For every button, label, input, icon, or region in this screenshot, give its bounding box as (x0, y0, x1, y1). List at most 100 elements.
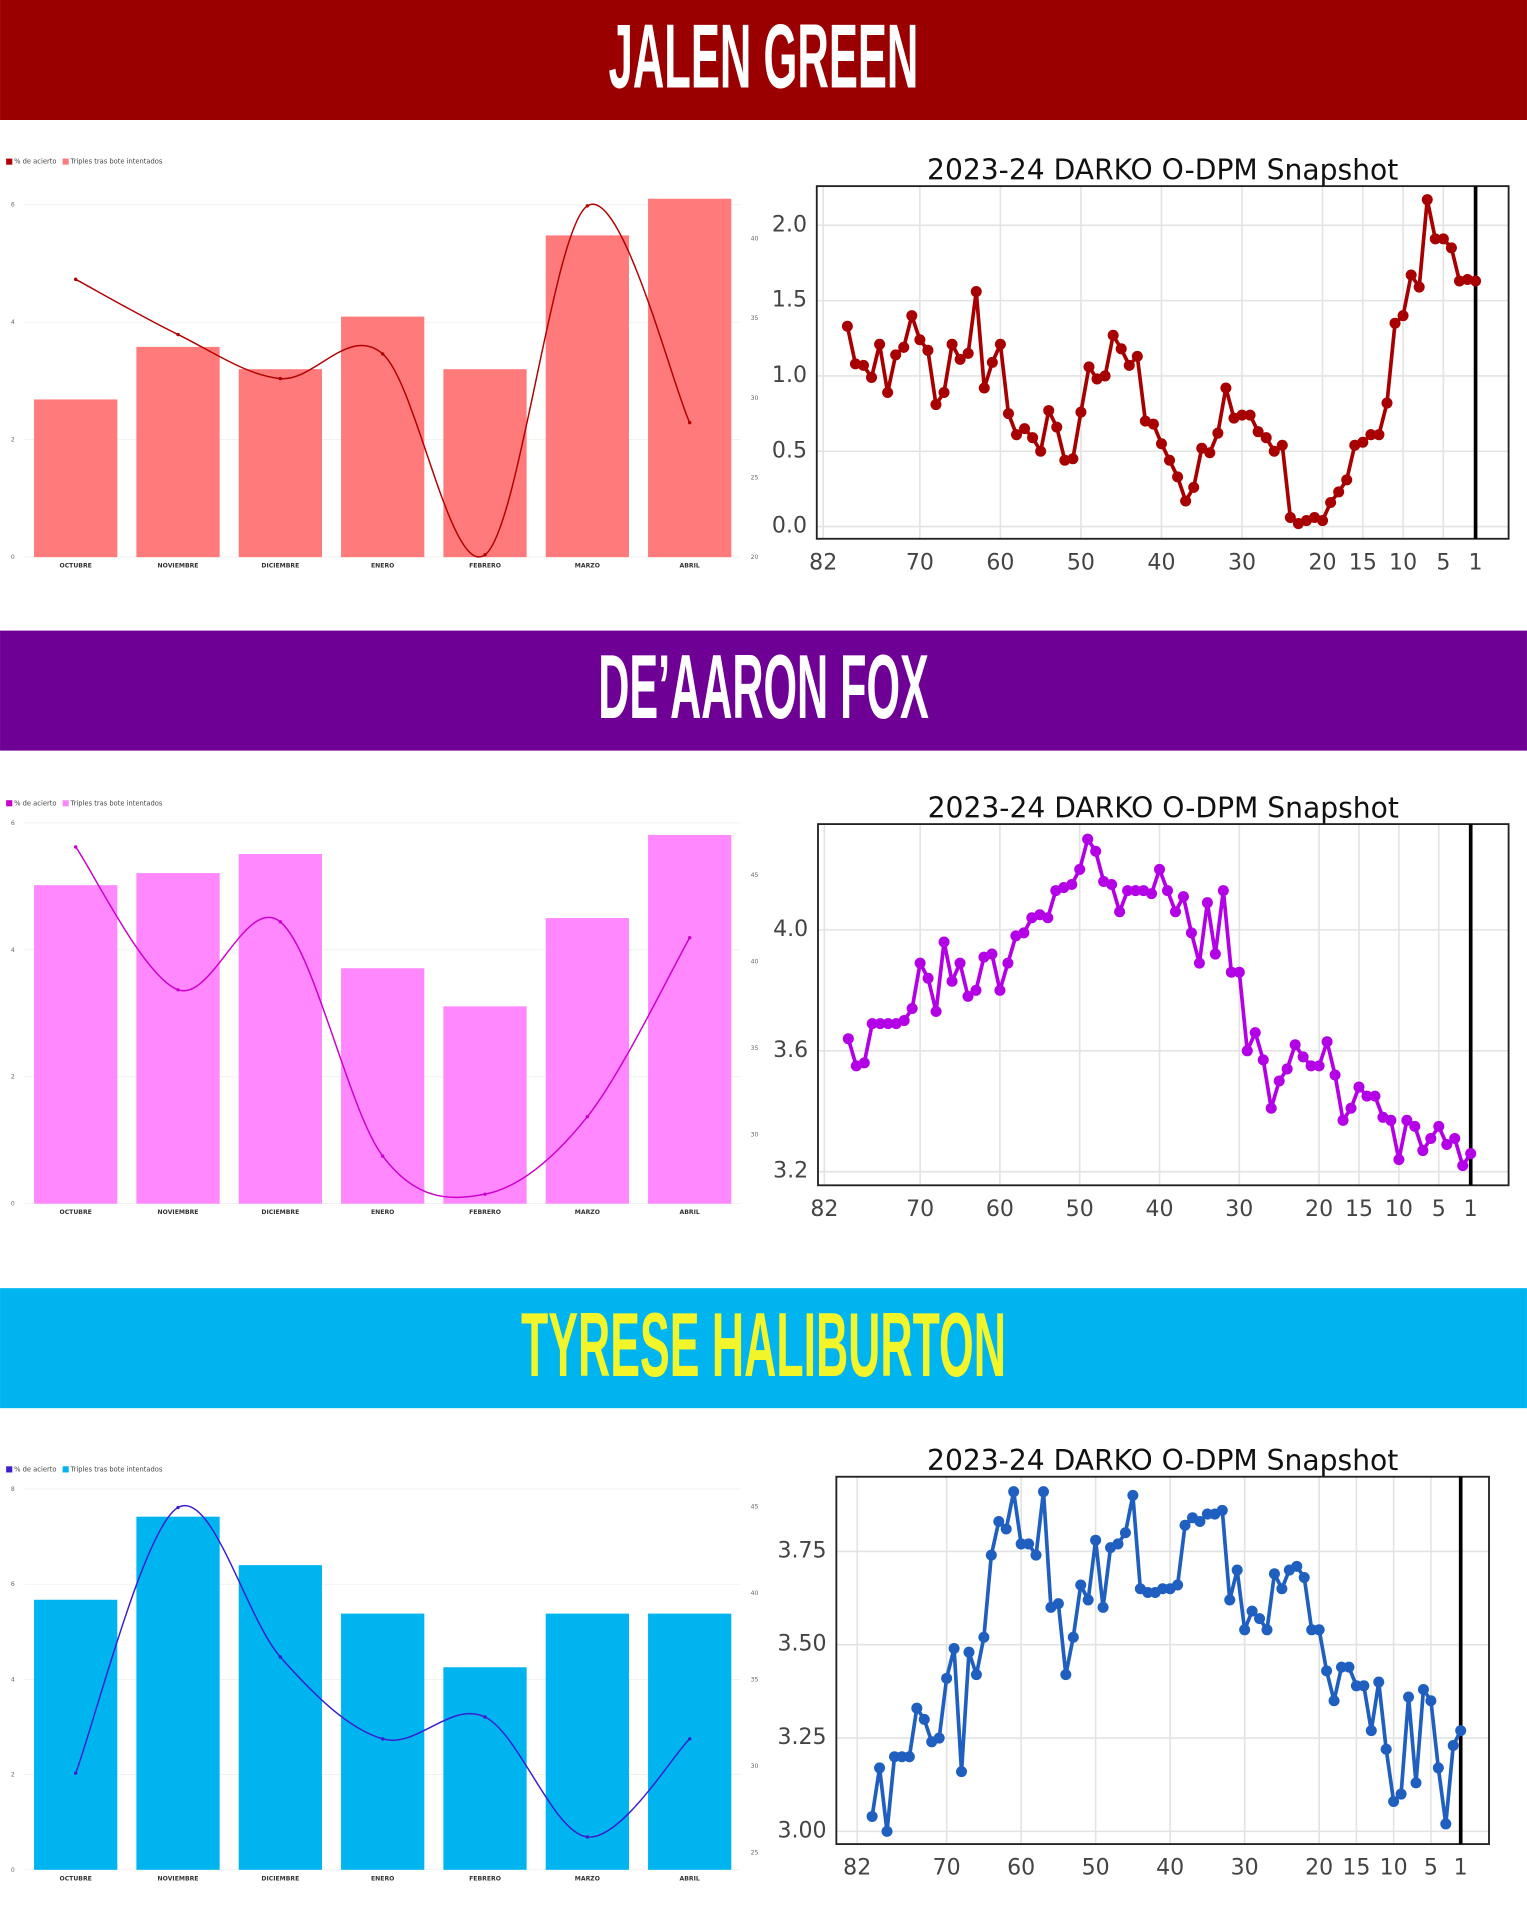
point (1291, 1560, 1303, 1572)
y-tick-label: 1.5 (772, 288, 807, 313)
point (1321, 1665, 1333, 1677)
x-tick-label: 10 (1380, 1856, 1408, 1881)
point (941, 1672, 953, 1684)
banner-title: DE’AARON FOX (598, 637, 929, 738)
y2-tick-label: 35 (751, 1045, 759, 1052)
y-tick-label: 3.6 (773, 1038, 808, 1063)
point (1127, 1489, 1139, 1501)
point (585, 204, 590, 208)
point (1433, 1120, 1445, 1132)
point (1225, 966, 1237, 978)
y-tick-label: 3.25 (777, 1725, 826, 1750)
bar (545, 1613, 629, 1870)
x-tick-label: ENERO (371, 1875, 394, 1882)
point (1246, 1605, 1258, 1617)
x-tick-label: 40 (1145, 1197, 1173, 1222)
bar (136, 873, 220, 1204)
point (1027, 432, 1039, 444)
point (1169, 906, 1181, 918)
x-tick-label: ENERO (371, 563, 394, 570)
point (906, 1002, 918, 1014)
point (1236, 409, 1248, 421)
point (898, 341, 910, 353)
bar (341, 1613, 425, 1870)
point (1373, 429, 1385, 441)
x-tick-label: 5 (1424, 1856, 1438, 1881)
point (993, 1516, 1005, 1528)
point (1122, 885, 1134, 897)
y2-tick-label: 45 (751, 872, 759, 879)
x-tick-label: ABRIL (680, 1209, 700, 1216)
point (1217, 885, 1229, 897)
x-tick-label: 20 (1309, 550, 1337, 575)
point (483, 553, 487, 557)
x-tick-label: OCTUBRE (60, 563, 92, 570)
point (1385, 1114, 1397, 1126)
point (1298, 1572, 1310, 1584)
point (1119, 1527, 1131, 1539)
bar (545, 235, 629, 558)
banner (0, 1288, 1527, 1409)
bar (238, 369, 322, 558)
point (1395, 1788, 1407, 1800)
point (1317, 515, 1329, 527)
point (922, 972, 934, 984)
point (1425, 1132, 1437, 1144)
point (1164, 454, 1176, 466)
legend-swatch (62, 1466, 69, 1473)
point (380, 1154, 385, 1158)
point (1345, 1102, 1357, 1114)
point (1146, 888, 1158, 900)
point (380, 352, 385, 356)
point (1401, 1114, 1413, 1126)
point (1161, 885, 1173, 897)
point (882, 386, 894, 399)
point (1155, 438, 1167, 450)
point (956, 1766, 968, 1778)
point (1172, 471, 1184, 483)
point (1447, 1740, 1459, 1752)
x-tick-label: 70 (906, 550, 934, 575)
point (1373, 1676, 1385, 1688)
point (73, 1771, 78, 1775)
point (1333, 486, 1345, 498)
point (1052, 1598, 1064, 1610)
point (946, 975, 958, 987)
x-tick-label: FEBRERO (469, 1209, 501, 1216)
point (1083, 361, 1095, 373)
point (1417, 1145, 1429, 1157)
point (1115, 343, 1127, 355)
y-tick-label: 0.0 (772, 514, 807, 539)
point (1194, 1516, 1206, 1528)
point (1231, 1564, 1243, 1576)
point (1343, 1661, 1355, 1673)
x-tick-label: 82 (810, 1197, 838, 1222)
point (1209, 948, 1221, 960)
point (914, 334, 926, 346)
point (1417, 1684, 1429, 1696)
point (962, 347, 974, 359)
x-tick-label: 20 (1305, 1197, 1333, 1222)
y-tick-label: 3.50 (777, 1632, 826, 1657)
x-tick-label: FEBRERO (469, 563, 501, 570)
y-tick-label: 4 (11, 319, 15, 326)
point (1201, 897, 1213, 909)
point (922, 344, 934, 356)
x-tick-label: 1 (1469, 550, 1483, 575)
point (1329, 1069, 1341, 1081)
point (1257, 1054, 1269, 1066)
y2-tick-label: 35 (751, 315, 759, 322)
y2-tick-label: 35 (751, 1676, 759, 1683)
legend-label: Triples tras bote intentados (70, 1465, 163, 1473)
point (1067, 1631, 1079, 1643)
point (1008, 1486, 1020, 1498)
x-tick-label: 40 (1156, 1856, 1184, 1881)
point (1265, 1102, 1277, 1114)
point (1099, 370, 1111, 382)
point (1249, 1027, 1261, 1039)
point (1216, 1504, 1228, 1516)
point (1405, 269, 1417, 281)
point (954, 957, 966, 969)
point (1273, 1075, 1285, 1087)
